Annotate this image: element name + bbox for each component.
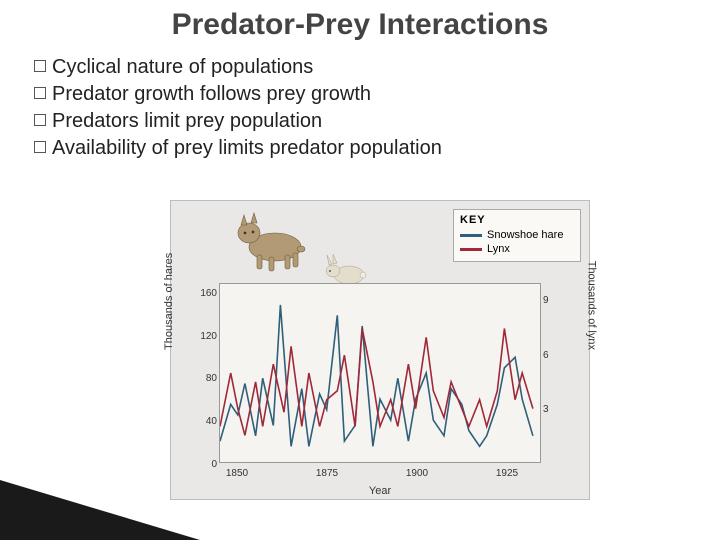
y-left-tick: 0 — [187, 459, 217, 470]
chart-container: KEY Snowshoe hare Lynx Thousands of hare… — [170, 200, 590, 500]
list-item: Cyclical nature of populations — [34, 54, 700, 81]
chart-legend: KEY Snowshoe hare Lynx — [453, 209, 581, 262]
y-axis-left-label: Thousands of hares — [163, 253, 175, 350]
y-left-tick: 160 — [187, 288, 217, 299]
lynx-illustration — [227, 209, 319, 275]
y-right-tick: 3 — [543, 404, 563, 415]
legend-item: Snowshoe hare — [460, 229, 574, 241]
x-axis-label: Year — [369, 485, 391, 497]
legend-title: KEY — [460, 214, 574, 226]
bullet-text: Availability of prey limits predator pop… — [52, 135, 442, 162]
checkbox-icon — [34, 141, 46, 153]
x-tick: 1875 — [316, 468, 338, 479]
checkbox-icon — [34, 87, 46, 99]
legend-label: Snowshoe hare — [487, 229, 563, 241]
list-item: Availability of prey limits predator pop… — [34, 135, 700, 162]
bullet-text: Cyclical nature of populations — [52, 54, 313, 81]
x-tick: 1925 — [496, 468, 518, 479]
x-tick: 1850 — [226, 468, 248, 479]
y-left-tick: 120 — [187, 331, 217, 342]
list-item: Predator growth follows prey growth — [34, 81, 700, 108]
decorative-wedge — [0, 480, 200, 540]
bullet-list: Cyclical nature of populations Predator … — [0, 54, 720, 162]
y-right-tick: 6 — [543, 350, 563, 361]
bullet-text: Predators limit prey population — [52, 108, 322, 135]
legend-label: Lynx — [487, 243, 510, 255]
chart-lines — [220, 284, 540, 462]
y-axis-right-label: Thousands of lynx — [585, 261, 597, 350]
y-right-tick: 9 — [543, 295, 563, 306]
page-title: Predator-Prey Interactions — [0, 0, 720, 54]
chart-plot-area — [219, 283, 541, 463]
bullet-text: Predator growth follows prey growth — [52, 81, 371, 108]
hare-illustration — [319, 251, 369, 287]
checkbox-icon — [34, 60, 46, 72]
legend-swatch-lynx — [460, 248, 482, 251]
checkbox-icon — [34, 114, 46, 126]
y-left-tick: 80 — [187, 373, 217, 384]
legend-swatch-hare — [460, 234, 482, 237]
y-left-tick: 40 — [187, 416, 217, 427]
legend-item: Lynx — [460, 243, 574, 255]
x-tick: 1900 — [406, 468, 428, 479]
list-item: Predators limit prey population — [34, 108, 700, 135]
